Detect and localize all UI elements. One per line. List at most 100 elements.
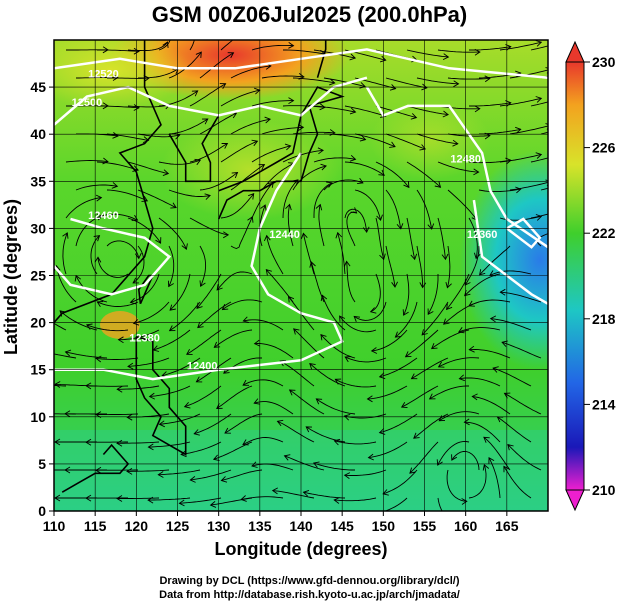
- streamline-arrow: [183, 402, 191, 409]
- colorbar-tick-label: 222: [592, 225, 616, 241]
- streamline: [429, 385, 469, 400]
- streamline: [186, 329, 222, 355]
- gridlines: [54, 40, 548, 511]
- streamline: [323, 77, 366, 87]
- streamline-arrow: [350, 207, 358, 214]
- streamline-arrow: [535, 214, 543, 221]
- streamline-arrow: [366, 395, 373, 403]
- streamline: [509, 69, 548, 79]
- streamline: [437, 161, 479, 173]
- streamline: [370, 273, 381, 313]
- streamline-arrow: [24, 439, 29, 445]
- streamline: [117, 497, 160, 499]
- streamline: [65, 351, 108, 359]
- streamline: [261, 75, 304, 79]
- streamline-arrow: [251, 461, 258, 468]
- streamline: [368, 441, 408, 459]
- streamline: [199, 52, 234, 79]
- streamline-arrow: [193, 429, 200, 436]
- streamline-arrow: [288, 389, 296, 396]
- x-tick-label: 115: [84, 518, 107, 534]
- streamline-arrow: [170, 202, 177, 209]
- streamline-arrow: [369, 307, 377, 314]
- streamline: [451, 451, 480, 471]
- streamline-arrow: [112, 132, 119, 139]
- streamline: [224, 413, 263, 434]
- streamline: [292, 131, 335, 135]
- streamline: [197, 301, 232, 328]
- streamline: [194, 413, 232, 435]
- streamline-arrow: [410, 373, 418, 380]
- streamline-arrow: [213, 341, 221, 348]
- streamline: [222, 299, 263, 310]
- streamline-arrow: [479, 269, 486, 276]
- streamline: [282, 149, 324, 163]
- streamline-arrow: [503, 465, 510, 473]
- streamline-arrow: [430, 343, 438, 350]
- streamline-arrow: [127, 362, 134, 370]
- streamline: [189, 217, 229, 236]
- cold-anomaly-east: [460, 150, 548, 370]
- y-tick-label: 20: [30, 315, 46, 331]
- streamline-arrow: [181, 243, 188, 251]
- streamline: [335, 378, 377, 388]
- streamline: [405, 329, 439, 358]
- streamline-arrow: [85, 382, 92, 390]
- streamline: [385, 189, 402, 229]
- streamline: [413, 413, 449, 439]
- streamline-arrow: [242, 316, 250, 324]
- streamline: [385, 77, 427, 89]
- streamline: [162, 357, 201, 377]
- streamline-arrow: [132, 277, 139, 284]
- streamline: [254, 401, 294, 415]
- streamline: [75, 184, 118, 191]
- streamline: [283, 49, 325, 55]
- streamline-arrow: [209, 501, 217, 508]
- streamline-arrow: [221, 143, 229, 149]
- colorbar-ticks: 230 226 222 218 214 210: [584, 54, 616, 498]
- streamline-arrow: [141, 195, 149, 202]
- x-tick-label: 120: [125, 518, 149, 534]
- streamline: [406, 217, 416, 260]
- streamline-arrow: [85, 323, 93, 330]
- streamline-arrow: [248, 193, 255, 200]
- streamline: [289, 389, 325, 415]
- streamline-arrow: [373, 510, 374, 511]
- streamline-arrow: [231, 171, 239, 179]
- streamline-arrow: [260, 204, 267, 211]
- streamline: [504, 392, 542, 415]
- streamline: [501, 341, 542, 359]
- streamline: [261, 126, 304, 135]
- streamline: [530, 45, 548, 51]
- geopotential-contour: [54, 217, 172, 296]
- streamline: [184, 385, 222, 408]
- streamline-arrow: [253, 398, 261, 405]
- streamline: [75, 275, 108, 303]
- streamline-arrow: [451, 454, 458, 461]
- streamline: [509, 181, 548, 191]
- streamline: [437, 497, 443, 511]
- streamline: [446, 273, 470, 310]
- streamline-arrow: [421, 329, 428, 336]
- streamline: [468, 299, 511, 307]
- streamline: [309, 363, 346, 387]
- x-tick-label: 145: [330, 518, 354, 534]
- streamline-arrow: [194, 158, 202, 166]
- streamline: [127, 357, 170, 367]
- streamline-arrow: [489, 315, 497, 323]
- streamline: [65, 160, 108, 163]
- contour-label: 12360: [467, 229, 498, 241]
- streamline: [117, 441, 160, 444]
- streamline-arrow: [335, 231, 343, 239]
- streamline: [76, 77, 118, 79]
- streamline-arrow: [413, 432, 420, 439]
- streamline: [132, 245, 145, 284]
- streamline-arrow: [85, 438, 92, 446]
- streamline-arrow: [155, 237, 162, 244]
- streamline: [54, 322, 67, 331]
- streamline: [54, 385, 67, 387]
- streamline: [199, 172, 238, 191]
- streamline-arrow: [195, 376, 203, 383]
- streamline-arrow: [129, 297, 137, 305]
